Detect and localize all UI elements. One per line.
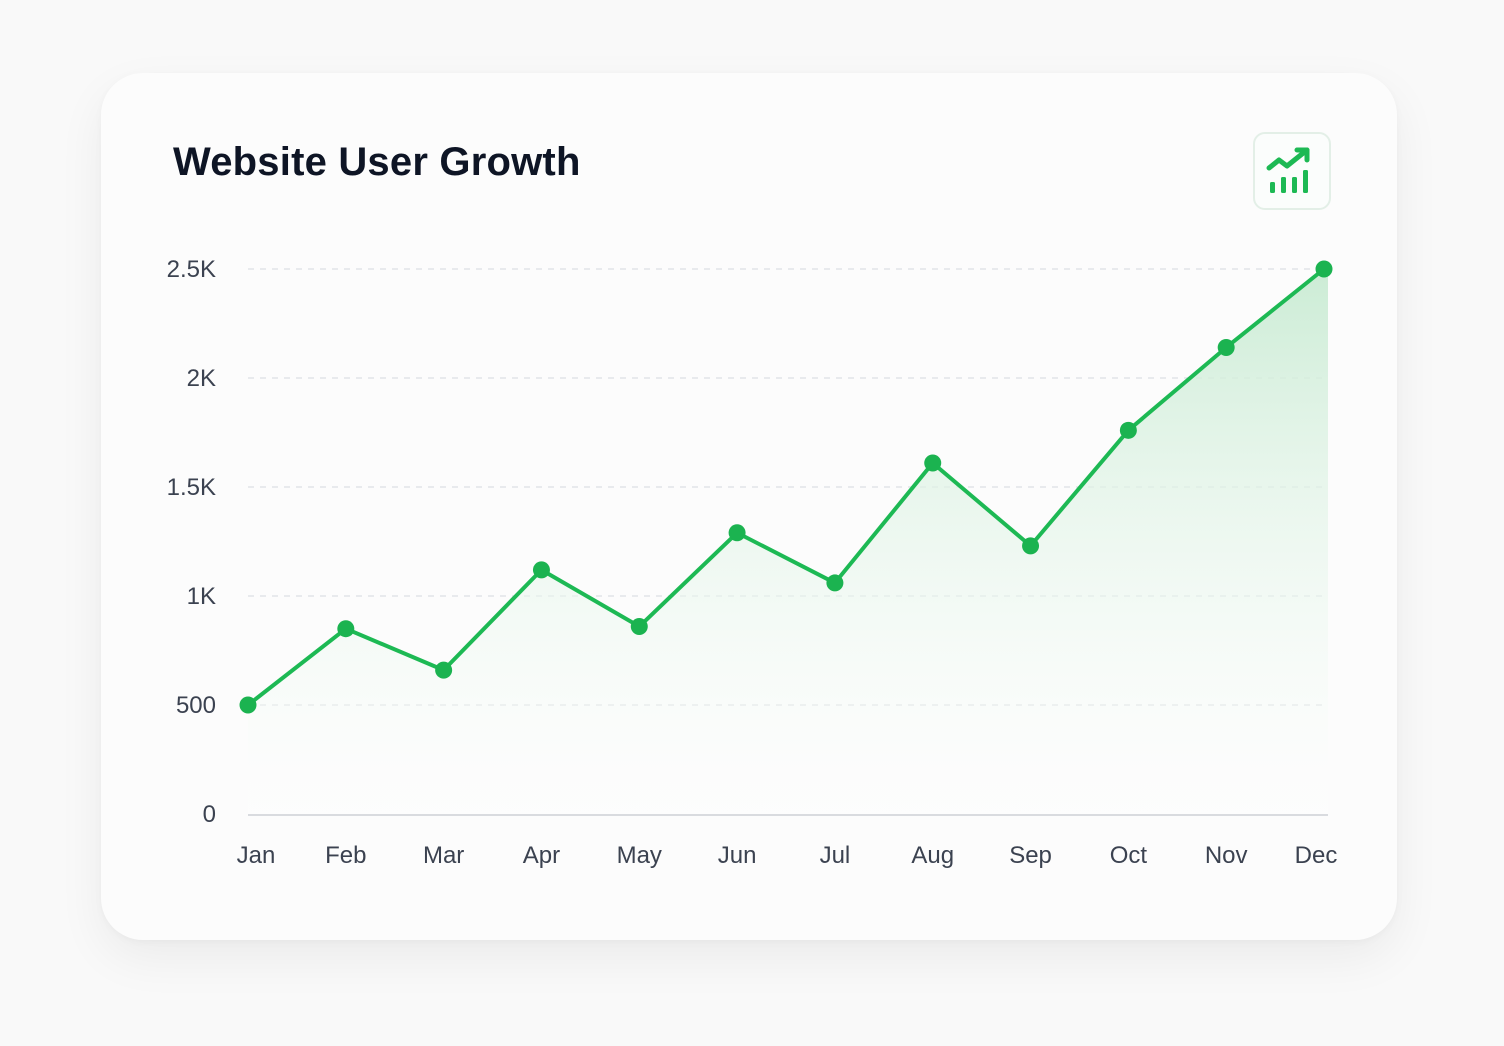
y-tick-label: 1.5K [167, 474, 216, 501]
y-axis-ticks: 0 500 1K 1.5K 2K 2.5K [167, 256, 216, 828]
data-point[interactable] [826, 574, 844, 592]
x-tick-label: May [617, 842, 662, 869]
data-point[interactable] [1022, 537, 1040, 555]
x-axis-ticks: Jan Feb Mar Apr May Jun Jul Aug Sep Oct Nov Dec [237, 842, 1338, 869]
y-tick-label: 2.5K [167, 256, 216, 283]
data-point[interactable] [1217, 338, 1235, 356]
x-tick-label: Dec [1295, 842, 1338, 869]
x-tick-label: Feb [325, 842, 366, 869]
x-tick-label: Jan [237, 842, 276, 869]
data-point[interactable] [337, 620, 355, 638]
series-area [248, 269, 1328, 814]
data-point[interactable] [728, 524, 746, 542]
data-point[interactable] [532, 561, 550, 579]
series-line [246, 267, 1326, 707]
x-tick-label: Sep [1009, 842, 1052, 869]
x-tick-label: Jul [820, 842, 851, 869]
x-tick-label: Jun [718, 842, 757, 869]
x-tick-label: Mar [423, 842, 464, 869]
x-tick-label: Oct [1110, 842, 1148, 869]
data-point[interactable] [239, 696, 257, 714]
data-point[interactable] [630, 618, 648, 636]
data-points [239, 260, 1333, 714]
data-point[interactable] [1119, 421, 1137, 439]
data-point[interactable] [1315, 260, 1333, 278]
page-title: Website User Growth [173, 140, 581, 184]
data-point[interactable] [435, 661, 453, 679]
x-tick-label: Nov [1205, 842, 1248, 869]
x-tick-label: Apr [523, 842, 560, 869]
y-tick-label: 1K [187, 583, 216, 610]
y-tick-label: 500 [176, 692, 216, 719]
y-tick-label: 0 [203, 801, 216, 828]
y-tick-label: 2K [187, 365, 216, 392]
trending-up-chart-icon [1266, 147, 1310, 193]
data-point[interactable] [924, 454, 942, 472]
x-tick-label: Aug [911, 842, 954, 869]
chart-icon-button[interactable] [1253, 132, 1331, 210]
